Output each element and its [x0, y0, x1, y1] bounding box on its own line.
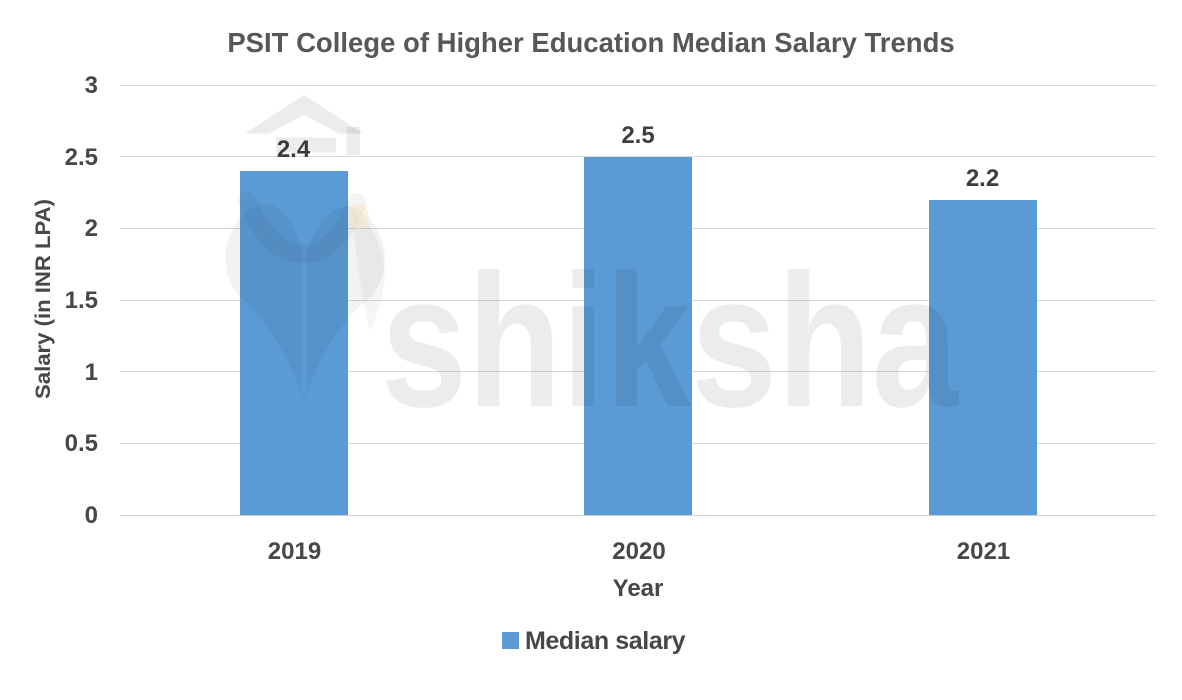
svg-text:Salary (in INR LPA): Salary (in INR LPA) [32, 199, 55, 399]
svg-text:shiksha: shiksha [381, 236, 960, 447]
